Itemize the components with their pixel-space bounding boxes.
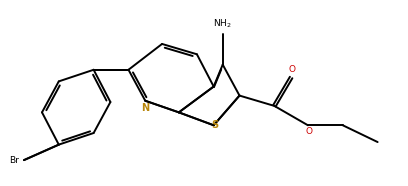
Text: O: O (289, 65, 296, 74)
Text: NH$_2$: NH$_2$ (213, 17, 232, 30)
Text: N: N (141, 103, 149, 113)
Text: O: O (306, 126, 313, 136)
Text: Br: Br (9, 156, 19, 165)
Text: S: S (211, 120, 219, 130)
